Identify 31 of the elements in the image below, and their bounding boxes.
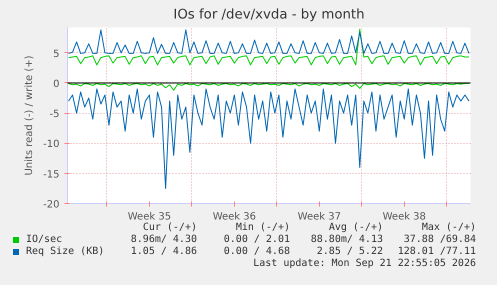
text: 8.96m/ 4.30	[130, 234, 197, 246]
y-tick-label: -15	[43, 169, 60, 180]
text: 1.05 / 4.86	[130, 246, 197, 258]
legend-label: Req Size (KB)	[26, 246, 104, 258]
x-tick-label: Week 36	[212, 212, 256, 222]
text: 88.80m/ 4.13	[310, 234, 383, 246]
text: Avg (-/+)	[328, 222, 383, 234]
line-series	[68, 88, 470, 189]
text: 37.88 /69.84	[404, 234, 476, 246]
y-axis-title: Units read (-) / write (+)	[24, 55, 36, 176]
y-tick-label: -10	[43, 139, 60, 150]
chart-title: IOs for /dev/xvda - by month	[173, 8, 365, 22]
y-tick-label: 5	[53, 48, 60, 60]
text: 0.00 / 2.01	[224, 234, 290, 246]
line-series	[68, 83, 470, 91]
text: 128.01 /77.11	[398, 246, 476, 258]
y-tick-label: -5	[50, 109, 60, 120]
text: Last update: Mon Sep 21 22:55:05 2026	[253, 258, 476, 270]
x-tick-label: Week 38	[382, 212, 426, 222]
line-series	[68, 28, 470, 66]
text: Min (-/+)	[236, 222, 290, 234]
text: 0.00 / 4.68	[224, 246, 290, 258]
y-tick-label: -20	[43, 200, 60, 210]
legend-label: IO/sec	[26, 234, 62, 246]
text: 2.85 / 5.22	[316, 246, 383, 258]
x-tick-label: Week 35	[128, 212, 172, 222]
text: Max (-/+)	[422, 222, 476, 234]
x-tick-label: Week 37	[298, 212, 341, 222]
line-series	[68, 29, 470, 54]
y-tick-label: 0	[53, 78, 60, 90]
text: Cur (-/+)	[142, 222, 197, 234]
